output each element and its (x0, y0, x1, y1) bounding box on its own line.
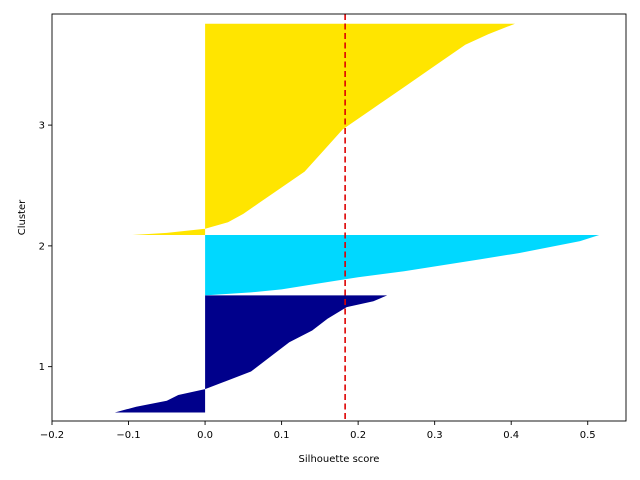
y-tick-label: 1 (39, 362, 45, 373)
cluster-2-silhouette (205, 235, 600, 296)
x-tick-label: −0.1 (116, 430, 140, 441)
x-tick-label: 0.4 (503, 430, 519, 441)
y-tick-label: 2 (39, 241, 45, 252)
plot-frame (51, 13, 627, 422)
x-axis-ticks: −0.2 −0.1 0.0 0.1 0.2 0.3 0.4 0.5 (40, 421, 596, 441)
x-tick-label: 0.1 (274, 430, 290, 441)
cluster-bars (114, 23, 600, 413)
x-tick-label: −0.2 (40, 430, 64, 441)
cluster-3-silhouette (132, 23, 515, 236)
x-tick-label: 0.3 (427, 430, 443, 441)
x-axis-label: Silhouette score (299, 454, 380, 465)
x-tick-label: 0.0 (197, 430, 213, 441)
y-axis-ticks: 1 2 3 (39, 121, 52, 373)
cluster-1-silhouette (114, 295, 388, 413)
x-tick-label: 0.2 (350, 430, 366, 441)
x-tick-label: 0.5 (580, 430, 596, 441)
y-tick-label: 3 (39, 121, 45, 132)
y-axis-label: Cluster (17, 199, 28, 235)
